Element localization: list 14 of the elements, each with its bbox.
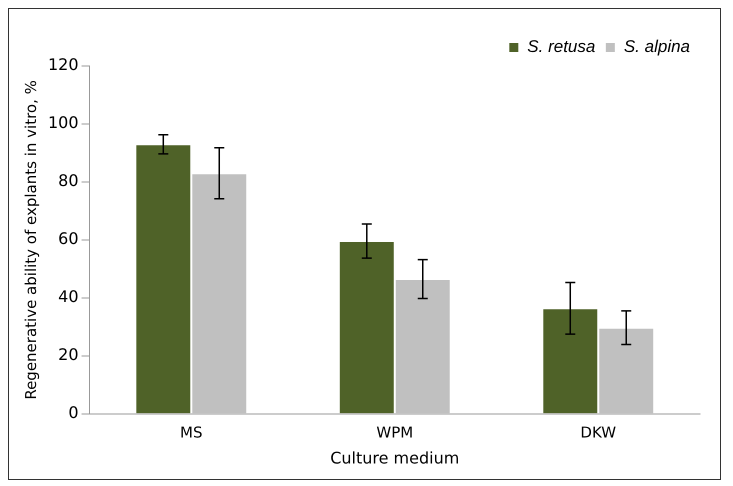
y-tick-label: 100 bbox=[48, 113, 79, 132]
y-tick-label: 120 bbox=[48, 55, 79, 74]
y-axis-title: Regenerative ability of explants in vitro, % bbox=[22, 80, 40, 400]
x-axis-title: Culture medium bbox=[330, 448, 460, 468]
y-tick-label: 60 bbox=[58, 229, 79, 248]
legend-label: S. retusa bbox=[527, 37, 596, 56]
x-tick-label: MS bbox=[180, 424, 203, 442]
y-tick-label: 20 bbox=[58, 344, 79, 364]
legend-label: S. alpina bbox=[624, 37, 690, 56]
x-tick-label: WPM bbox=[376, 424, 414, 442]
y-tick-label: 0 bbox=[68, 402, 79, 422]
y-tick-label: 40 bbox=[58, 287, 79, 306]
x-tick-label: DKW bbox=[580, 424, 616, 442]
y-tick-label: 80 bbox=[58, 171, 79, 190]
